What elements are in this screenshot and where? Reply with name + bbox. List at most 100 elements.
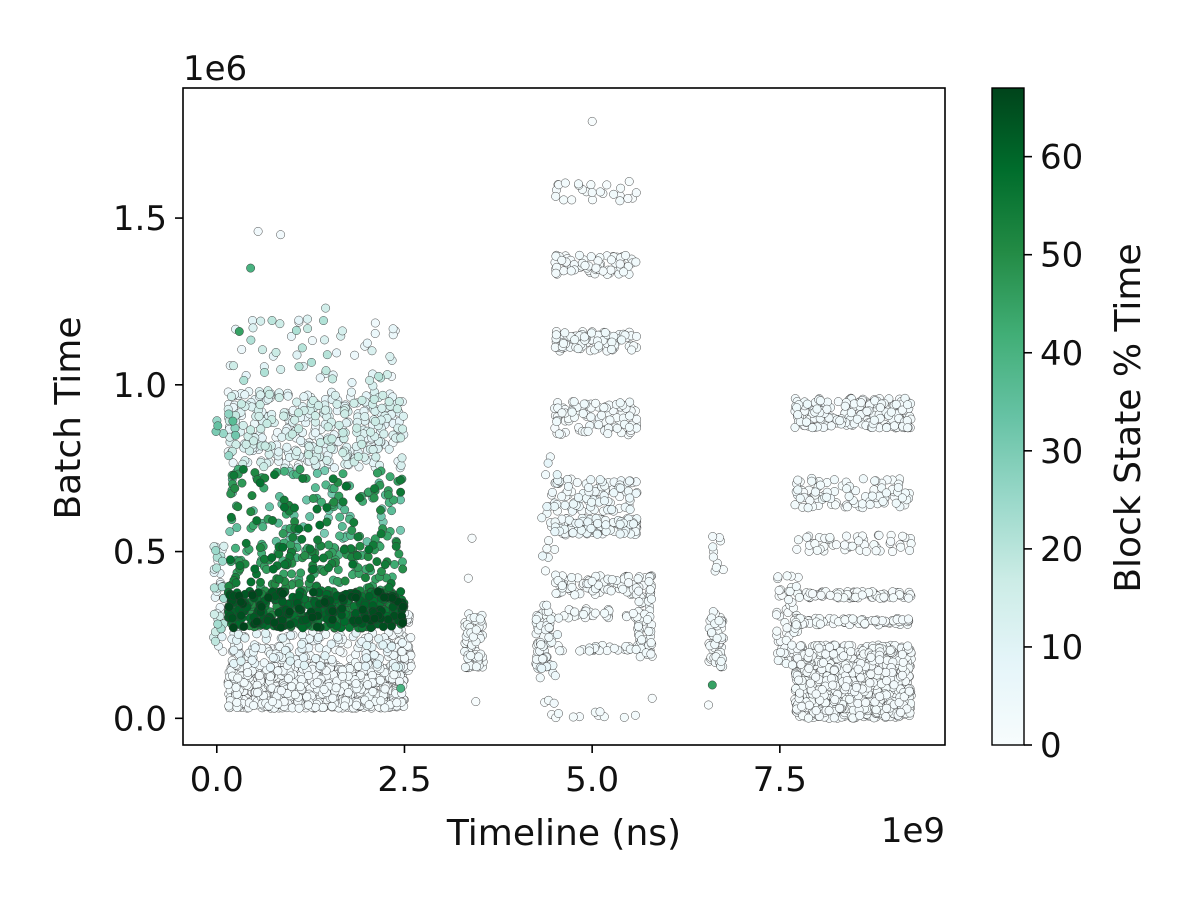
scatter-point (371, 452, 381, 462)
scatter-point (624, 476, 634, 486)
scatter-point (885, 645, 895, 655)
scatter-point (364, 700, 374, 710)
scatter-point (239, 375, 249, 385)
scatter-point (554, 429, 564, 439)
scatter-point (362, 641, 372, 650)
scatter-point (615, 196, 625, 206)
scatter-point (844, 491, 854, 501)
scatter-point (227, 392, 236, 401)
scatter-point (567, 582, 577, 592)
scatter-point (814, 643, 824, 653)
scatter-point (397, 647, 407, 657)
scatter-point (897, 670, 907, 680)
scatter-point (295, 464, 305, 474)
scatter-point (237, 478, 247, 488)
scatter-point (460, 662, 470, 672)
scatter-point (246, 335, 256, 345)
scatter-point (294, 362, 304, 372)
scatter-point (370, 416, 380, 426)
scatter-point (299, 392, 309, 402)
scatter-point (559, 195, 569, 205)
scatter-point (210, 636, 220, 646)
scatter-point (332, 348, 342, 358)
scatter-point (319, 528, 329, 538)
scatter-point (793, 485, 803, 495)
scatter-point (248, 316, 257, 325)
scatter-point (314, 643, 324, 653)
scatter-point (387, 506, 397, 516)
scatter-point (283, 674, 293, 684)
scatter-point (609, 643, 619, 653)
scatter-point (773, 572, 783, 582)
scatter-point (224, 451, 234, 461)
scatter-point (546, 614, 556, 624)
scatter-point (807, 476, 817, 486)
scatter-point (335, 646, 345, 656)
scatter-point (584, 646, 594, 656)
scatter-point (376, 696, 386, 706)
scatter-point (261, 628, 271, 638)
scatter-point (290, 415, 300, 425)
scatter-point (258, 522, 268, 532)
scatter-point (796, 659, 806, 669)
scatter-point (295, 682, 305, 692)
scatter-point (882, 703, 892, 713)
scatter-point (471, 625, 481, 635)
scatter-point (840, 401, 850, 411)
scatter-point (287, 429, 297, 439)
scatter-point (310, 483, 320, 493)
scatter-point (642, 615, 652, 624)
scatter-point (370, 318, 380, 328)
scatter-point (347, 525, 357, 535)
scatter-point (889, 680, 899, 690)
scatter-point (816, 590, 826, 600)
scatter-point (711, 562, 721, 572)
scatter-point (891, 399, 901, 409)
scatter-point (343, 688, 353, 698)
scatter-point (818, 658, 828, 668)
scatter-point (870, 616, 880, 626)
scatter-point (542, 502, 552, 512)
scatter-point (587, 116, 597, 126)
scatter-point (857, 590, 867, 600)
scatter-point (889, 421, 899, 431)
scatter-point (389, 670, 399, 680)
scatter-point (555, 646, 565, 656)
scatter-point (619, 267, 629, 277)
scatter-point (327, 701, 337, 711)
scatter-point (804, 700, 814, 710)
scatter-point (340, 701, 350, 711)
scatter-point (812, 545, 822, 555)
scatter-point (714, 616, 724, 626)
scatter-point (338, 672, 348, 681)
scatter-point (829, 649, 839, 659)
scatter-point (572, 478, 582, 487)
scatter-point (553, 630, 562, 640)
scatter-point (647, 693, 657, 703)
scatter-point (333, 632, 343, 642)
scatter-point (898, 657, 908, 667)
scatter-point (583, 426, 593, 436)
scatter-point (804, 664, 814, 673)
scatter-point (254, 411, 264, 421)
scatter-point (396, 683, 406, 693)
scatter-point (239, 678, 249, 688)
scatter-point (875, 655, 884, 665)
scatter-point (296, 436, 306, 446)
scatter-point (865, 500, 875, 510)
scatter-point (815, 619, 825, 629)
scatter-point (319, 316, 328, 326)
scatter-point (246, 425, 256, 435)
scatter-point (474, 652, 484, 662)
scatter-point (634, 597, 644, 607)
scatter-point (704, 700, 713, 710)
scatter-point (795, 688, 805, 698)
scatter-point (875, 403, 885, 413)
scatter-point (262, 419, 272, 429)
scatter-point (229, 361, 238, 371)
scatter-point (787, 660, 797, 670)
scatter-point (772, 626, 782, 636)
scatter-point (290, 690, 300, 700)
scatter-point (538, 551, 548, 561)
scatter-point (708, 552, 718, 562)
